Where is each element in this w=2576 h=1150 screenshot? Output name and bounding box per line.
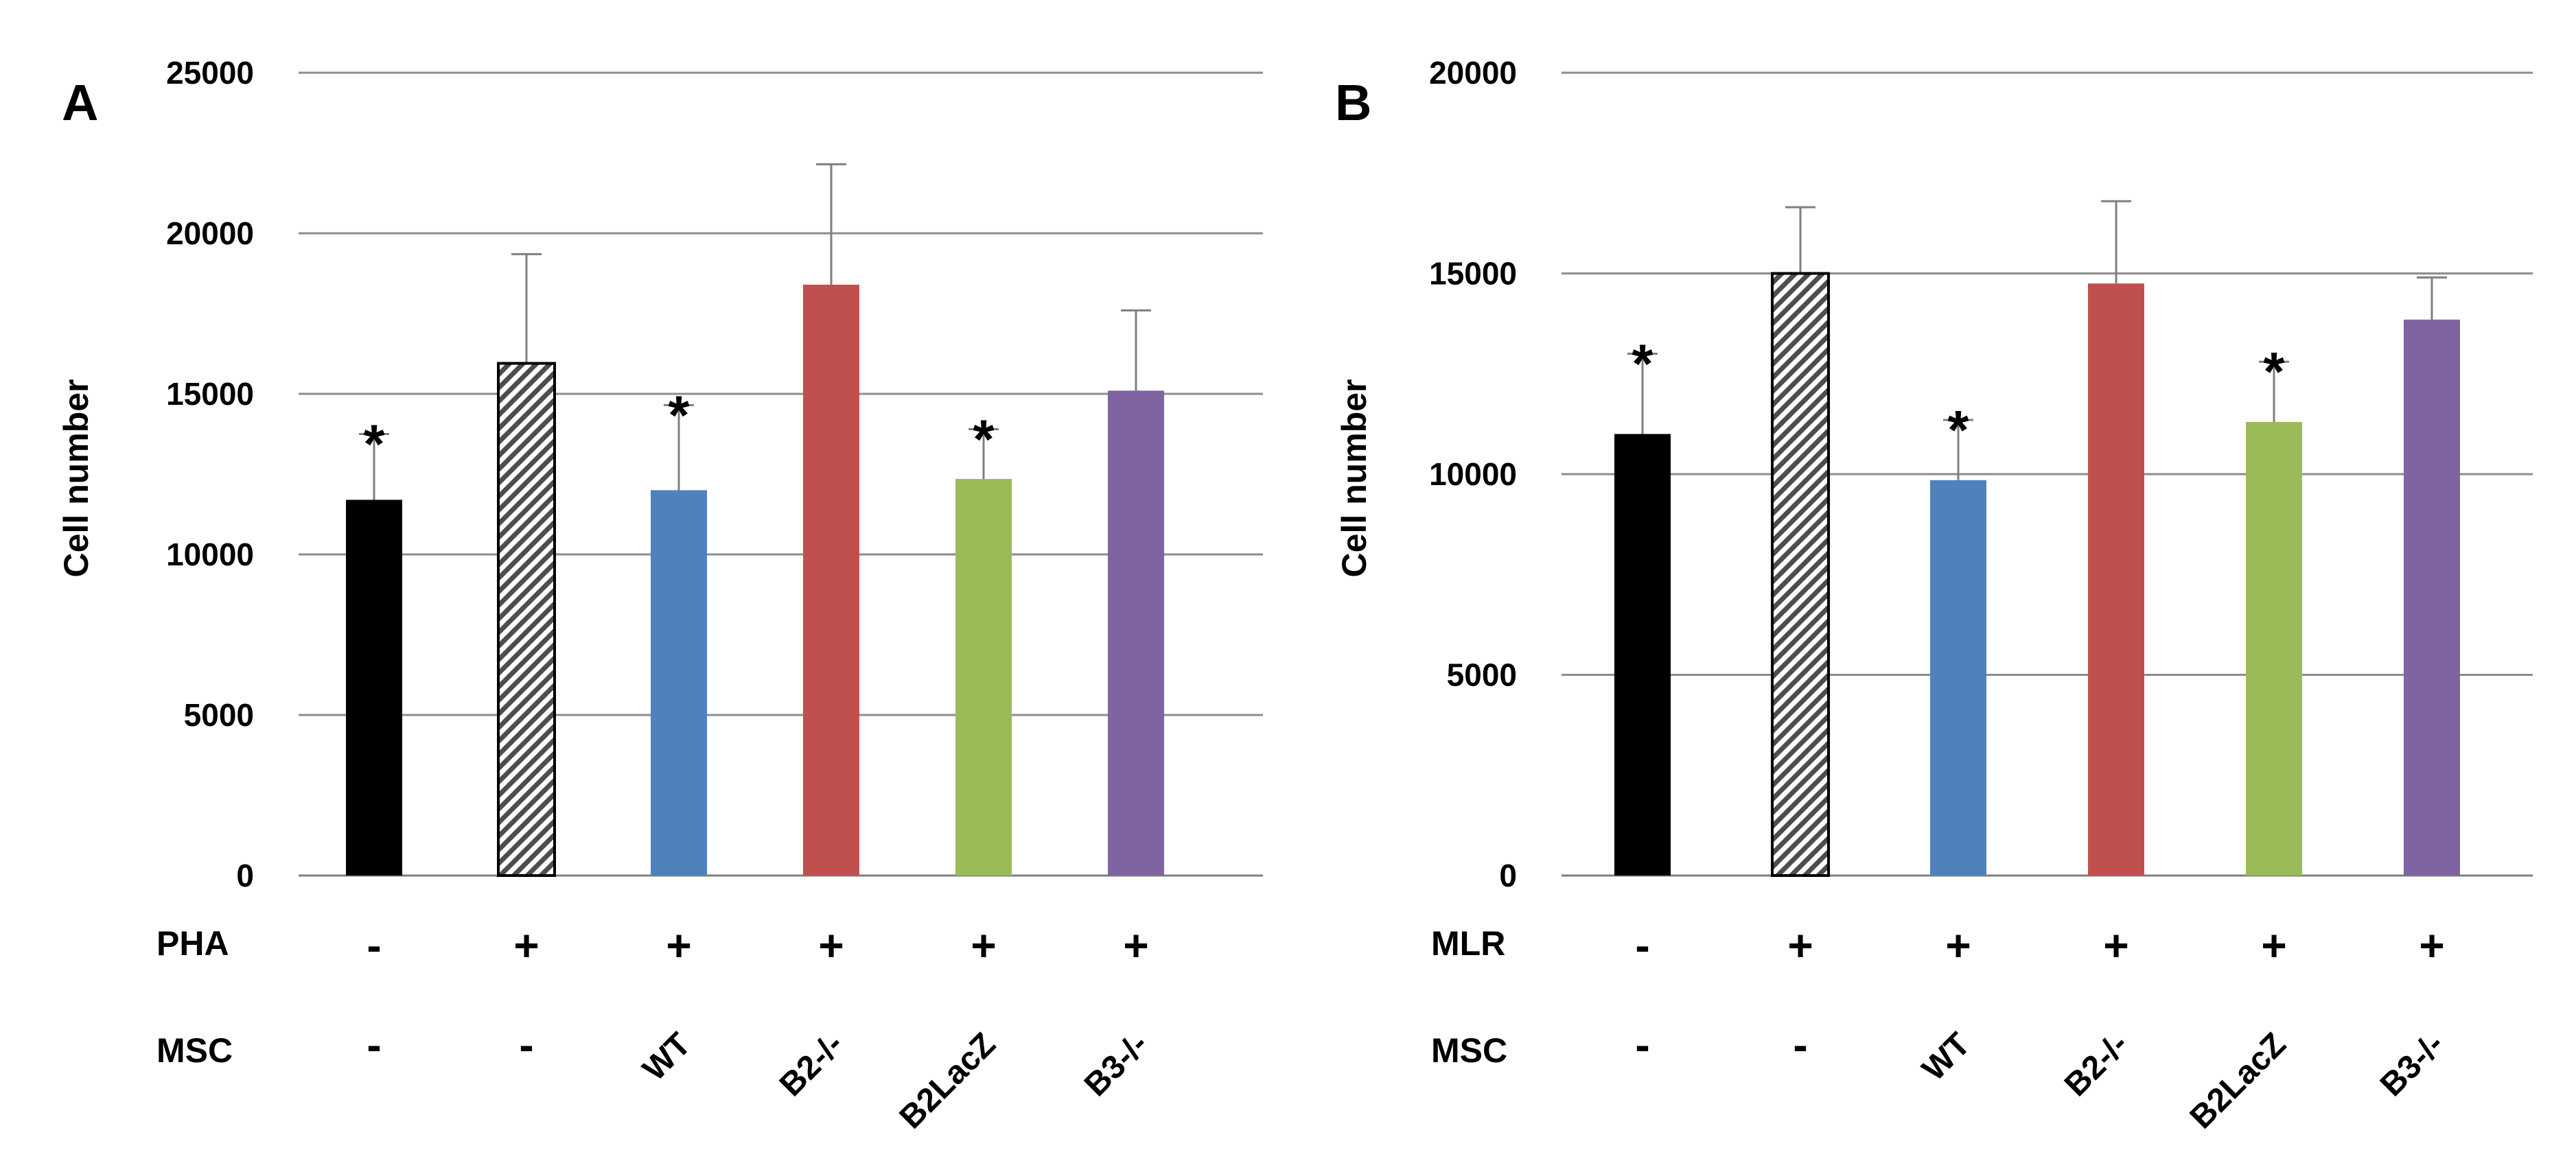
- panel-b-msc-label: -: [1635, 1020, 1649, 1070]
- panel-b-chart: B Cell number MLR MSC 0 5000 10000 15000 200…: [1335, 55, 2533, 1136]
- panel-b-stimulus-label: +: [1787, 921, 1813, 970]
- panel-a-stimulus-label: +: [818, 921, 844, 970]
- panel-b-bar-control: [1614, 434, 1671, 876]
- panel-b-y-tick-label: 10000: [1429, 456, 1517, 492]
- panel-a-msc-label: B2LacZ: [893, 1026, 1003, 1136]
- panel-a-significance-star: *: [363, 414, 385, 475]
- panel-b-bar-b2ko: [2088, 283, 2144, 876]
- panel-a-y-tick-label: 5000: [184, 697, 254, 733]
- panel-b-y-tick-label: 20000: [1429, 55, 1517, 91]
- panel-a-significance-star: *: [668, 384, 690, 445]
- panel-a-msc-label: B3-/-: [1078, 1026, 1155, 1103]
- panel-a-stimulus-label: -: [367, 921, 381, 970]
- panel-a-msc-label: -: [367, 1020, 381, 1070]
- panel-a-y-tick-label: 20000: [166, 215, 254, 251]
- panel-b-msc-label: B2-/-: [2058, 1026, 2135, 1103]
- panel-b-stimulus-label: -: [1635, 921, 1649, 970]
- panel-a-msc-label: WT: [636, 1026, 698, 1088]
- panel-a-y-tick-label: 0: [236, 858, 254, 893]
- panel-b-y-axis-label: Cell number: [1335, 379, 1373, 578]
- panel-a-stimulus-label: +: [666, 921, 691, 970]
- panel-a-chart: A Cell number PHA MSC 0 5000 10000 15000 200…: [57, 55, 1263, 1136]
- panel-b-stimulus-label: +: [2103, 921, 2128, 970]
- panel-b-bar-b3ko: [2404, 319, 2460, 876]
- panel-b-bar-wt: [1930, 480, 1986, 876]
- panel-a-y-axis-label: Cell number: [57, 379, 95, 578]
- panel-a-stimulus-label: +: [971, 921, 996, 970]
- panel-a-letter: A: [62, 74, 98, 131]
- panel-b-significance-star: *: [1632, 333, 1653, 395]
- panel-a-y-tick-label: 10000: [166, 537, 254, 572]
- panel-b-significance-star: *: [2263, 341, 2285, 402]
- panel-a-msc-label: -: [519, 1020, 533, 1070]
- panel-b-msc-label: WT: [1916, 1026, 1977, 1088]
- panel-b-significance-star: *: [1947, 399, 1969, 460]
- panel-a-bar-stimulated: [497, 362, 556, 877]
- panel-a-y-tick-label: 15000: [166, 376, 254, 412]
- panel-a-bar-b3ko: [1108, 390, 1164, 876]
- panel-b-bar-b2lacz: [2246, 421, 2302, 876]
- panel-a-bar-wt: [651, 490, 707, 876]
- panel-a-msc-row-label: MSC: [156, 1031, 233, 1070]
- panel-b-stimulus-label: +: [2261, 921, 2286, 970]
- panel-b-y-tick-label: 15000: [1429, 256, 1517, 292]
- panel-b-msc-row-label: MSC: [1431, 1031, 1507, 1070]
- panel-b-y-tick-label: 0: [1499, 858, 1517, 893]
- panel-b-bar-stimulated: [1771, 272, 1830, 877]
- panel-b-stimulus-label: +: [2419, 921, 2444, 970]
- panel-a-stimulus-row-label: PHA: [156, 924, 229, 963]
- panel-b-msc-label: B3-/-: [2374, 1026, 2451, 1103]
- panel-a-msc-label: B2-/-: [773, 1026, 850, 1103]
- panel-b-msc-label: B2LacZ: [2183, 1026, 2293, 1136]
- panel-b-msc-label: -: [1793, 1020, 1807, 1070]
- panel-a-stimulus-label: +: [513, 921, 539, 970]
- panel-b-y-tick-label: 5000: [1447, 657, 1517, 693]
- panel-b-letter: B: [1335, 74, 1371, 131]
- panel-a-bar-control: [346, 500, 402, 876]
- panel-a-significance-star: *: [973, 408, 995, 469]
- panel-b-stimulus-label: +: [1945, 921, 1971, 970]
- panel-b-stimulus-row-label: MLR: [1431, 924, 1505, 963]
- panel-a-bar-b2lacz: [955, 479, 1012, 876]
- panel-a-y-tick-label: 25000: [166, 55, 254, 91]
- panel-a-stimulus-label: +: [1123, 921, 1148, 970]
- panel-a-bar-b2ko: [803, 284, 859, 876]
